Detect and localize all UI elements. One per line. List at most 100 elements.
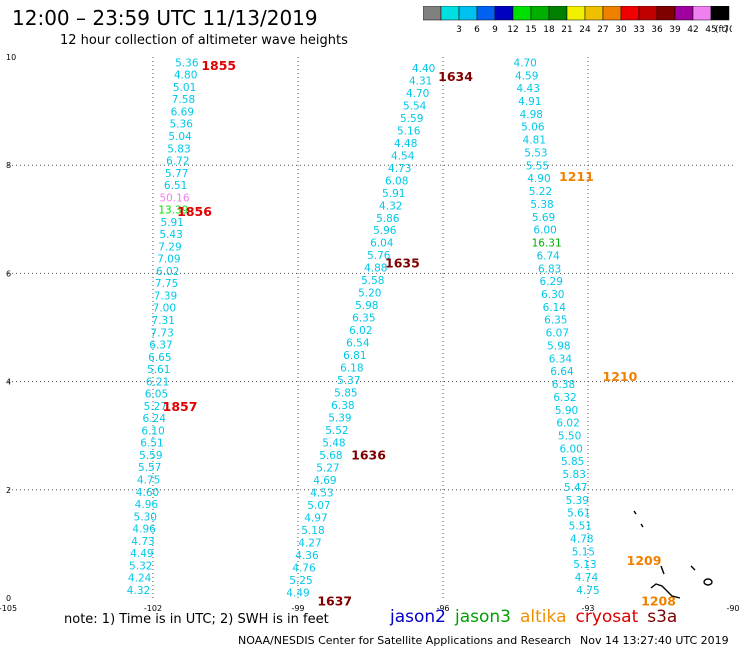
wave-height-value: 5.90	[555, 405, 578, 417]
wave-height-value: 4.59	[515, 70, 538, 82]
x-tick-label: -90	[726, 604, 739, 613]
wave-height-value: 4.48	[394, 138, 417, 150]
y-tick-label: 6	[6, 269, 11, 278]
y-tick-label: 8	[6, 161, 11, 170]
wave-height-value: 5.25	[289, 575, 312, 587]
wave-height-value: 5.98	[355, 300, 378, 312]
pass-time-label: 1208	[641, 594, 676, 609]
wave-height-value: 4.97	[304, 513, 327, 525]
footer-note: note: 1) Time is in UTC; 2) SWH is in fe…	[64, 612, 329, 627]
wave-height-value: 6.02	[349, 325, 372, 337]
wave-height-value: 5.36	[170, 119, 194, 131]
wave-height-value: 5.37	[337, 375, 360, 387]
wave-height-value: 5.36	[175, 57, 199, 69]
wave-height-value: 5.57	[138, 462, 161, 474]
wave-height-value: 5.13	[573, 559, 596, 571]
coastline	[633, 510, 637, 515]
wave-height-value: 5.51	[569, 521, 592, 533]
wave-height-value: 5.18	[301, 525, 324, 537]
wave-height-value: 5.47	[564, 482, 587, 494]
wave-height-value: 7.09	[157, 254, 180, 266]
wave-height-value: 5.27	[144, 401, 167, 413]
legend-s3a: s3a	[647, 607, 678, 627]
wave-height-value: 6.00	[559, 443, 582, 455]
pass-time-label: 1634	[438, 69, 473, 84]
wave-height-value: 5.59	[139, 450, 162, 462]
wave-height-value: 4.54	[391, 150, 415, 162]
scale-swatch	[710, 6, 730, 21]
wave-height-value: 4.75	[576, 585, 599, 597]
wave-height-value: 7.31	[152, 315, 175, 327]
wave-height-value: 6.38	[552, 379, 575, 391]
wave-height-value: 6.29	[540, 276, 563, 288]
wave-height-value: 5.91	[382, 188, 405, 200]
wave-height-value: 7.73	[150, 327, 173, 339]
x-tick-label: -102	[144, 604, 162, 613]
scale-label: 30	[615, 25, 627, 35]
wave-height-value: 4.74	[575, 572, 599, 584]
color-scale: 3 6 9 12 15 18 21 24 27 30 33 36 39 42 45 70(ft)	[423, 6, 732, 35]
wave-height-value: 5.83	[563, 469, 586, 481]
x-tick-label: -105	[0, 604, 17, 613]
satellite-track: 4.704.594.434.914.985.064.815.535.554.90…	[513, 57, 599, 596]
wave-height-value: 6.38	[331, 400, 354, 412]
wave-height-value: 4.70	[406, 88, 429, 100]
pass-time-label: 1637	[317, 594, 352, 609]
wave-height-value: 5.69	[532, 212, 555, 224]
pass-time-label: 1857	[163, 399, 198, 414]
scale-label: 6	[474, 25, 480, 35]
wave-height-value: 50.16	[159, 192, 189, 204]
wave-height-value: 6.37	[149, 340, 172, 352]
wave-height-value: 4.32	[379, 200, 402, 212]
wave-height-value: 5.16	[397, 125, 421, 137]
wave-height-value: 6.21	[146, 376, 169, 388]
wave-height-value: 6.24	[143, 413, 167, 425]
wave-height-value: 6.35	[352, 313, 375, 325]
wave-height-value: 6.00	[533, 225, 556, 237]
wave-height-value: 5.22	[529, 186, 552, 198]
wave-height-value: 6.02	[156, 266, 179, 278]
wave-height-value: 6.51	[140, 438, 163, 450]
wave-height-value: 5.04	[168, 131, 192, 143]
wave-height-value: 5.48	[322, 438, 345, 450]
scale-label: 24	[579, 25, 591, 35]
scale-label: 39	[669, 25, 681, 35]
wave-height-value: 4.31	[409, 75, 432, 87]
wave-height-value: 5.38	[530, 199, 553, 211]
wave-height-value: 4.90	[527, 173, 550, 185]
scale-label: 70	[723, 25, 732, 35]
y-tick-label: 4	[6, 378, 11, 387]
x-tick-label: -93	[581, 604, 594, 613]
wave-height-value: 5.76	[367, 250, 391, 262]
wave-height-value: 5.32	[129, 560, 152, 572]
wave-height-value: 6.08	[385, 175, 408, 187]
footer-credit: NOAA/NESDIS Center for Satellite Applica…	[238, 634, 572, 647]
pass-time-label: 1211	[559, 169, 594, 184]
wave-height-value: 5.53	[524, 147, 547, 159]
page-subtitle: 12 hour collection of altimeter wave hei…	[60, 33, 348, 48]
wave-height-value: 7.00	[153, 303, 176, 315]
scale-label: 33	[633, 25, 644, 35]
pass-time-label: 1636	[351, 448, 386, 463]
scale-label: 45	[705, 25, 716, 35]
coastline	[660, 565, 665, 575]
wave-height-value: 6.64	[550, 366, 574, 378]
wave-height-value: 6.74	[536, 250, 560, 262]
wave-height-value: 4.91	[518, 96, 541, 108]
legend-altika: altika	[520, 607, 567, 627]
wave-height-value: 5.54	[403, 100, 427, 112]
wave-height-value: 16.31	[532, 238, 562, 250]
wave-height-value: 5.59	[400, 113, 423, 125]
scale-label: 15	[525, 25, 536, 35]
y-tick-label: 10	[6, 53, 16, 62]
wave-height-value: 6.02	[556, 418, 579, 430]
scale-label: 18	[543, 25, 555, 35]
wave-height-value: 7.58	[172, 94, 195, 106]
wave-height-value: 6.69	[171, 106, 194, 118]
wave-height-value: 4.76	[292, 563, 316, 575]
wave-height-value: 4.75	[137, 474, 160, 486]
wave-height-value: 6.05	[145, 389, 168, 401]
wave-height-value: 5.30	[134, 511, 157, 523]
y-tick-label: 2	[6, 486, 11, 495]
